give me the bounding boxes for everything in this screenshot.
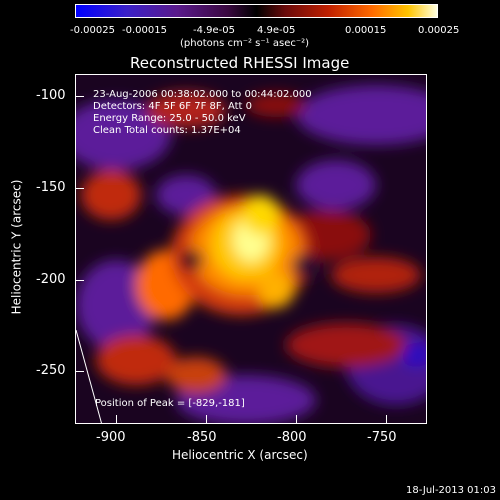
y-tickmark bbox=[76, 280, 84, 281]
colorbar-tick: -0.00015 bbox=[122, 25, 167, 36]
colorbar-tick: -4.9e-05 bbox=[193, 25, 235, 36]
plot-title: Reconstructed RHESSI Image bbox=[130, 54, 350, 72]
colorbar-tick: -0.00025 bbox=[70, 25, 115, 36]
rhessi-image: 23-Aug-2006 00:38:02.000 to 00:44:02.000… bbox=[75, 74, 427, 424]
info-counts: Clean Total counts: 1.37E+04 bbox=[93, 125, 241, 136]
x-tick-label: -900 bbox=[96, 430, 126, 445]
colorbar-tick: 4.9e-05 bbox=[257, 25, 296, 36]
x-tick-label: -750 bbox=[367, 430, 397, 445]
colorbar-unit-label: (photons cm⁻² s⁻¹ asec⁻²) bbox=[180, 38, 310, 49]
x-tick-label: -850 bbox=[187, 430, 217, 445]
y-tickmark bbox=[76, 96, 84, 97]
rhessi-heatmap bbox=[76, 75, 426, 423]
y-tickmark bbox=[76, 371, 84, 372]
x-tickmark bbox=[206, 415, 207, 423]
colorbar-tick: 0.00025 bbox=[418, 25, 460, 36]
y-tick-label: -100 bbox=[36, 88, 66, 103]
y-tick-label: -250 bbox=[36, 363, 66, 378]
y-tickmark bbox=[76, 188, 84, 189]
x-axis-label: Heliocentric X (arcsec) bbox=[172, 448, 308, 462]
peak-position: Position of Peak = [-829,-181] bbox=[95, 398, 245, 409]
y-tick-label: -200 bbox=[36, 272, 66, 287]
x-tick-label: -800 bbox=[277, 430, 307, 445]
info-energy: Energy Range: 25.0 - 50.0 keV bbox=[93, 113, 246, 124]
x-tickmark bbox=[296, 415, 297, 423]
x-tickmark bbox=[116, 415, 117, 423]
timestamp: 18-Jul-2013 01:03 bbox=[405, 485, 496, 496]
colorbar-tick: 0.00015 bbox=[345, 25, 387, 36]
info-time: 23-Aug-2006 00:38:02.000 to 00:44:02.000 bbox=[93, 89, 312, 100]
y-tick-label: -150 bbox=[36, 180, 66, 195]
colorbar bbox=[75, 4, 438, 18]
y-axis-label: Heliocentric Y (arcsec) bbox=[9, 179, 24, 315]
x-tickmark bbox=[386, 415, 387, 423]
limb-line bbox=[76, 329, 102, 423]
info-detectors: Detectors: 4F 5F 6F 7F 8F, Att 0 bbox=[93, 101, 253, 112]
